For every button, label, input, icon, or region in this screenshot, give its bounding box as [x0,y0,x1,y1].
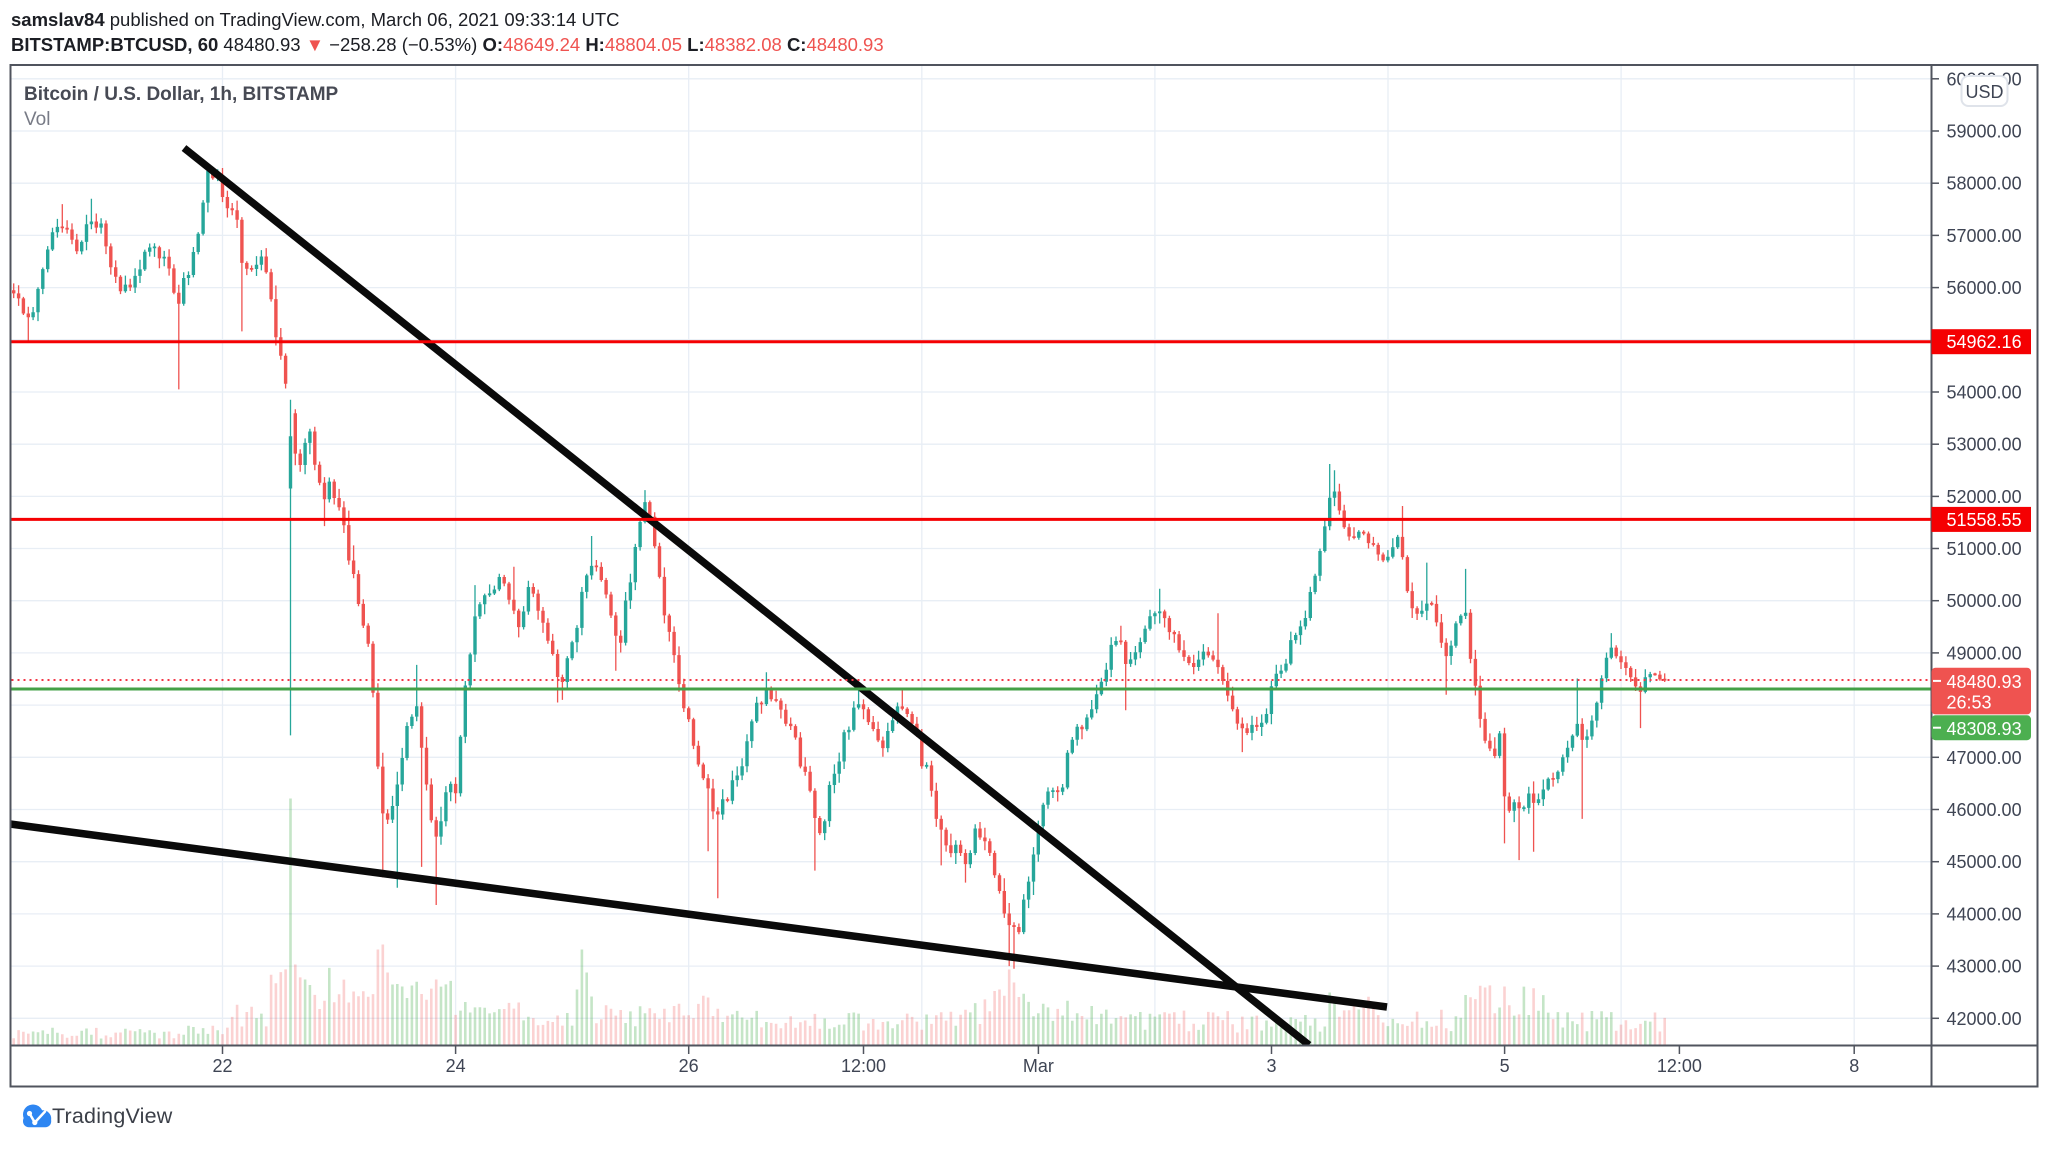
svg-text:26: 26 [679,1056,699,1076]
svg-text:12:00: 12:00 [1657,1056,1702,1076]
svg-text:58000.00: 58000.00 [1947,174,2022,194]
svg-text:26:53: 26:53 [1947,693,1992,713]
svg-text:BITSTAMP:BTCUSD, 60 48480.93: BITSTAMP:BTCUSD, 60 48480.93 ▼ −258.28 (… [11,34,884,55]
svg-text:8: 8 [1849,1056,1859,1076]
svg-text:44000.00: 44000.00 [1947,904,2022,924]
svg-text:12:00: 12:00 [841,1056,886,1076]
svg-text:Bitcoin / U.S. Dollar, 1h, BIT: Bitcoin / U.S. Dollar, 1h, BITSTAMP [24,84,339,105]
svg-text:49000.00: 49000.00 [1947,643,2022,663]
svg-text:50000.00: 50000.00 [1947,591,2022,611]
svg-text:3: 3 [1266,1056,1276,1076]
svg-text:47000.00: 47000.00 [1947,748,2022,768]
svg-text:54000.00: 54000.00 [1947,383,2022,403]
svg-text:51000.00: 51000.00 [1947,539,2022,559]
svg-text:samslav84 published on Trading: samslav84 published on TradingView.com, … [11,9,620,30]
svg-text:57000.00: 57000.00 [1947,226,2022,246]
svg-text:Mar: Mar [1023,1056,1054,1076]
svg-text:56000.00: 56000.00 [1947,278,2022,298]
svg-text:53000.00: 53000.00 [1947,435,2022,455]
svg-text:46000.00: 46000.00 [1947,800,2022,820]
svg-text:51558.55: 51558.55 [1947,510,2022,530]
svg-text:42000.00: 42000.00 [1947,1009,2022,1029]
svg-text:TradingView: TradingView [52,1104,173,1128]
svg-text:45000.00: 45000.00 [1947,852,2022,872]
svg-text:59000.00: 59000.00 [1947,122,2022,142]
svg-text:52000.00: 52000.00 [1947,487,2022,507]
svg-text:43000.00: 43000.00 [1947,957,2022,977]
svg-text:22: 22 [212,1056,232,1076]
svg-text:48308.93: 48308.93 [1947,719,2022,739]
svg-text:5: 5 [1500,1056,1510,1076]
svg-text:USD: USD [1965,82,2003,102]
svg-text:48480.93: 48480.93 [1947,672,2022,692]
svg-text:24: 24 [446,1056,466,1076]
svg-text:54962.16: 54962.16 [1947,332,2022,352]
svg-text:Vol: Vol [24,109,50,130]
